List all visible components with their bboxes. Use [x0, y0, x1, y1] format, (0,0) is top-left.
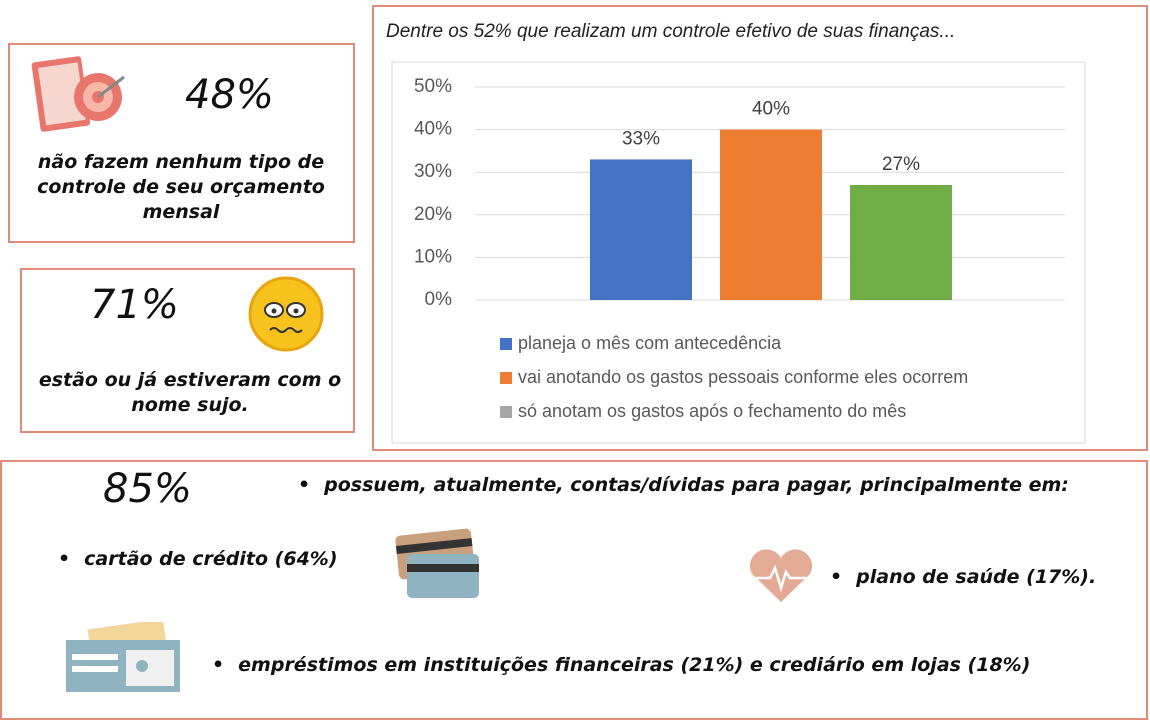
data-label: 40%: [752, 99, 790, 120]
y-tick-label: 40%: [414, 119, 452, 140]
chart: Dentre os 52% que realizam um controle e…: [372, 5, 1148, 451]
debts-text: possuem, atualmente, contas/dívidas para…: [298, 474, 1069, 496]
bar: [590, 159, 692, 300]
stat-text: não fazem nenhum tipo de controle de seu…: [37, 151, 325, 223]
stat-value: 71%: [90, 282, 179, 328]
data-label: 33%: [622, 128, 660, 149]
y-tick-label: 20%: [414, 204, 452, 225]
bar: [720, 129, 822, 300]
target-icon: [31, 56, 125, 132]
legend-label: planeja o mês com antecedência: [518, 333, 782, 353]
chart-title: Dentre os 52% que realizam um controle e…: [386, 21, 955, 42]
debt-item: cartão de crédito (64%): [58, 548, 337, 570]
y-tick-label: 50%: [414, 76, 452, 97]
debt-item: plano de saúde (17%).: [830, 566, 1096, 588]
emoji-icon: [248, 276, 324, 352]
legend-label: só anotam os gastos após o fechamento do…: [518, 401, 906, 421]
y-tick-label: 0%: [425, 289, 453, 310]
data-label: 27%: [882, 154, 920, 175]
stat-value: 48%: [185, 72, 274, 118]
y-tick-label: 10%: [414, 246, 452, 267]
stat-text: estão ou já estiveram com o nome sujo.: [38, 369, 342, 416]
y-tick-label: 30%: [414, 161, 452, 182]
debts-value: 85%: [103, 466, 192, 512]
debts-box: [0, 460, 1148, 720]
legend-swatch: [500, 372, 512, 384]
legend-swatch: [500, 338, 512, 350]
documents-icon: [66, 622, 180, 692]
heart-icon: [749, 549, 813, 602]
legend-label: vai anotando os gastos pessoais conforme…: [518, 367, 968, 387]
bar: [850, 184, 952, 300]
debt-item: empréstimos em instituições financeiras …: [212, 654, 1030, 676]
cards-icon: [395, 528, 479, 598]
legend-swatch: [500, 406, 512, 418]
